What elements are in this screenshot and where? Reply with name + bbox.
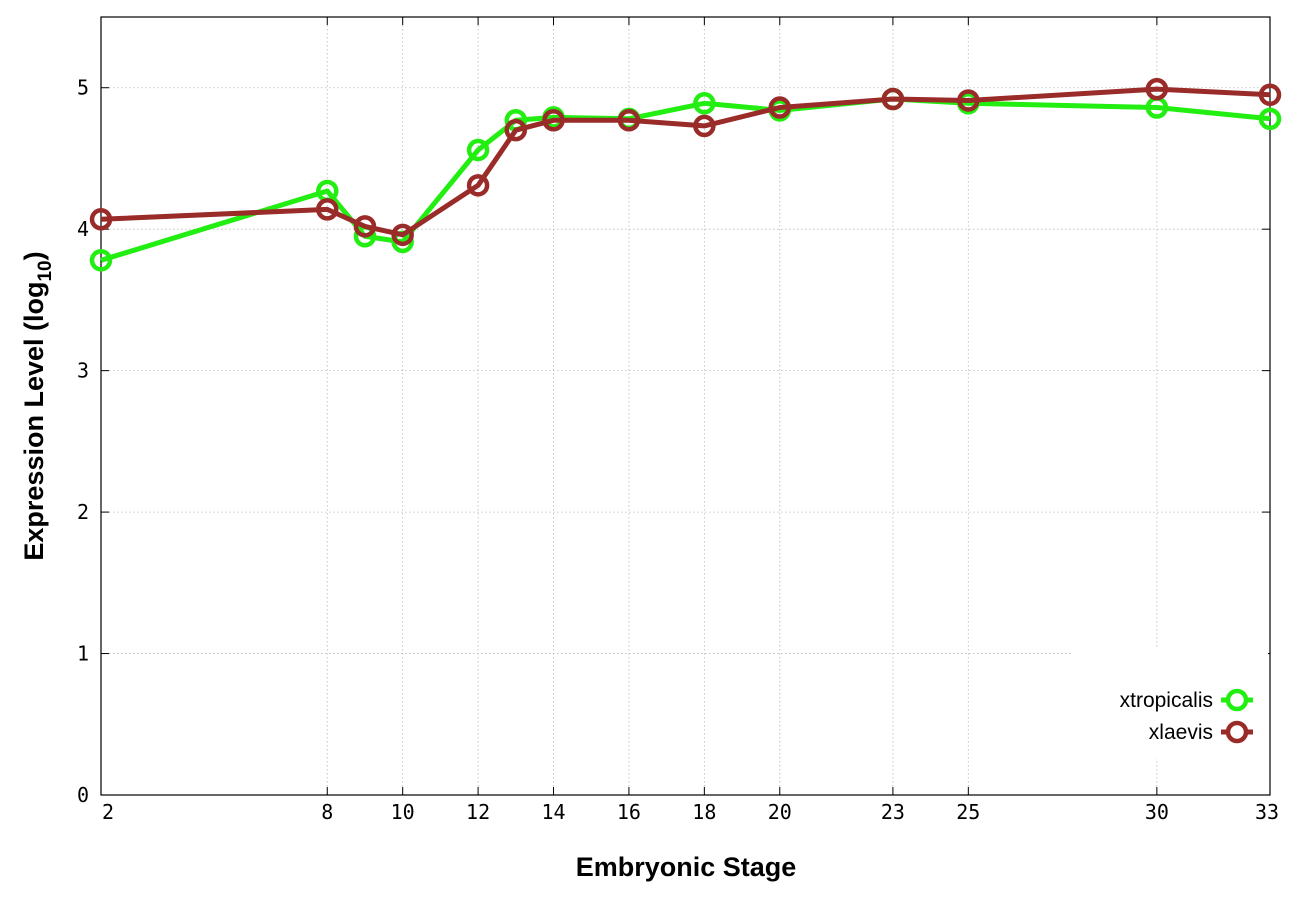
x-tick-label: 33	[1255, 800, 1279, 824]
x-tick-label: 23	[881, 800, 905, 824]
y-tick-label: 2	[77, 500, 89, 524]
y-tick-label: 3	[77, 359, 89, 383]
grid-lines	[101, 17, 1270, 795]
y-axis-title-close: )	[19, 251, 49, 260]
x-tick-label: 8	[321, 800, 333, 824]
data-point-xlaevis	[316, 198, 339, 221]
y-tick-label: 5	[77, 76, 89, 100]
y-axis-title-subscript: 10	[35, 260, 56, 281]
data-point-xlaevis	[1258, 83, 1282, 107]
y-tick-label: 0	[77, 783, 89, 807]
legend: xtropicalis xlaevis	[1072, 648, 1268, 758]
data-point-xlaevis	[693, 114, 716, 138]
data-point-xlaevis	[957, 89, 980, 112]
data-point-xlaevis	[466, 174, 490, 197]
x-tick-label: 30	[1145, 800, 1169, 824]
y-axis-title-main: Expression Level (log	[19, 282, 49, 561]
legend-label-xtropicalis: xtropicalis	[1120, 689, 1213, 712]
x-axis-title: Embryonic Stage	[576, 852, 797, 882]
y-tick-label: 1	[77, 642, 89, 666]
x-tick-label: 16	[617, 800, 641, 824]
data-point-xlaevis	[504, 118, 528, 142]
data-point-xtropicalis	[89, 249, 113, 272]
data-point-xlaevis	[353, 215, 377, 238]
data-point-xlaevis	[391, 223, 414, 247]
data-point-xlaevis	[1145, 77, 1169, 101]
series-layer	[89, 77, 1282, 272]
x-tick-label: 2	[102, 800, 114, 824]
x-tick-label: 14	[541, 800, 565, 824]
y-tick-label: 4	[77, 217, 89, 241]
plot-frame	[100, 16, 1271, 796]
data-point-xlaevis	[768, 96, 792, 119]
data-point-xtropicalis	[693, 92, 716, 115]
x-tick-label: 25	[956, 800, 980, 824]
series-line-xlaevis	[100, 86, 1271, 238]
data-point-xlaevis	[89, 208, 113, 231]
data-point-xlaevis	[881, 87, 905, 111]
data-point-xlaevis	[542, 109, 565, 132]
x-tick-label: 20	[768, 800, 792, 824]
data-point-xtropicalis	[1258, 107, 1282, 131]
data-point-xtropicalis	[466, 138, 490, 162]
y-axis-title: Expression Level (log10)	[19, 251, 56, 560]
legend-marker-xtropicalis	[1225, 688, 1249, 712]
x-tick-label: 12	[466, 800, 490, 824]
legend-label-xlaevis: xlaevis	[1149, 721, 1213, 744]
legend-marker-xlaevis	[1225, 720, 1249, 744]
x-tick-label: 10	[391, 800, 415, 824]
data-point-xlaevis	[617, 109, 641, 132]
x-tick-label: 18	[692, 800, 716, 824]
